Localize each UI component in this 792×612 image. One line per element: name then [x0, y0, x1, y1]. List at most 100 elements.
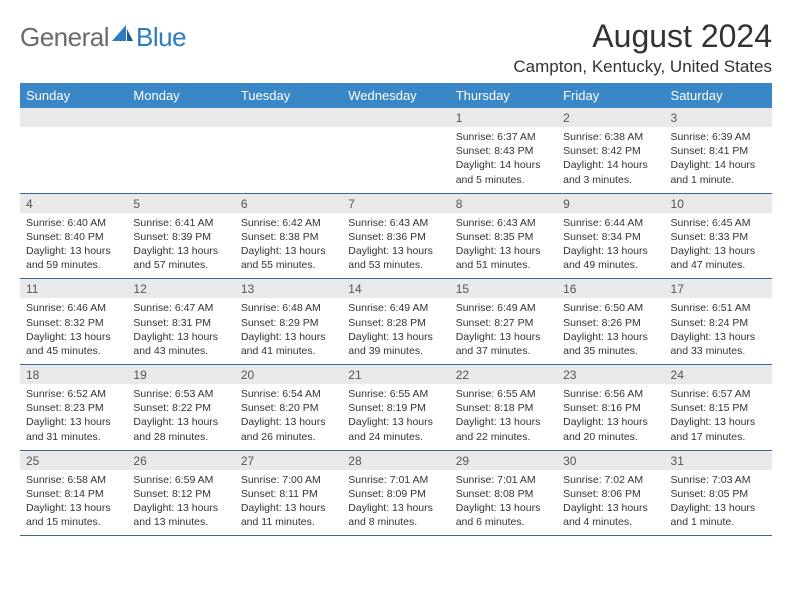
day-number-cell: 27 [235, 450, 342, 470]
sunset-text: Sunset: 8:16 PM [563, 401, 658, 415]
sunset-text: Sunset: 8:27 PM [456, 316, 551, 330]
sunrise-text: Sunrise: 6:41 AM [133, 216, 228, 230]
day-content: Sunrise: 7:03 AMSunset: 8:05 PMDaylight:… [665, 470, 772, 532]
sunrise-text: Sunrise: 6:46 AM [26, 301, 121, 315]
day-cell [127, 127, 234, 193]
daylight-text: Daylight: 13 hours and 41 minutes. [241, 330, 336, 358]
sunrise-text: Sunrise: 6:38 AM [563, 130, 658, 144]
sunrise-text: Sunrise: 7:01 AM [348, 473, 443, 487]
day-cell: Sunrise: 6:43 AMSunset: 8:35 PMDaylight:… [450, 213, 557, 279]
sunset-text: Sunset: 8:24 PM [671, 316, 766, 330]
sunset-text: Sunset: 8:36 PM [348, 230, 443, 244]
daylight-text: Daylight: 13 hours and 43 minutes. [133, 330, 228, 358]
day-cell: Sunrise: 6:38 AMSunset: 8:42 PMDaylight:… [557, 127, 664, 193]
day-cell [342, 127, 449, 193]
sunset-text: Sunset: 8:20 PM [241, 401, 336, 415]
sunset-text: Sunset: 8:42 PM [563, 144, 658, 158]
daylight-text: Daylight: 13 hours and 31 minutes. [26, 415, 121, 443]
sunset-text: Sunset: 8:32 PM [26, 316, 121, 330]
day-content: Sunrise: 6:39 AMSunset: 8:41 PMDaylight:… [665, 127, 772, 189]
location: Campton, Kentucky, United States [513, 57, 772, 77]
day-number-cell [127, 108, 234, 127]
day-cell: Sunrise: 6:47 AMSunset: 8:31 PMDaylight:… [127, 298, 234, 364]
sunrise-text: Sunrise: 7:00 AM [241, 473, 336, 487]
day-cell [235, 127, 342, 193]
daylight-text: Daylight: 13 hours and 11 minutes. [241, 501, 336, 529]
sunset-text: Sunset: 8:43 PM [456, 144, 551, 158]
day-content-row: Sunrise: 6:58 AMSunset: 8:14 PMDaylight:… [20, 470, 772, 536]
day-number-cell: 7 [342, 193, 449, 213]
day-content-row: Sunrise: 6:52 AMSunset: 8:23 PMDaylight:… [20, 384, 772, 450]
sunset-text: Sunset: 8:06 PM [563, 487, 658, 501]
day-number-cell: 18 [20, 365, 127, 385]
day-cell: Sunrise: 6:43 AMSunset: 8:36 PMDaylight:… [342, 213, 449, 279]
daylight-text: Daylight: 14 hours and 5 minutes. [456, 158, 551, 186]
day-cell: Sunrise: 7:00 AMSunset: 8:11 PMDaylight:… [235, 470, 342, 536]
day-content: Sunrise: 6:43 AMSunset: 8:35 PMDaylight:… [450, 213, 557, 275]
day-cell: Sunrise: 6:40 AMSunset: 8:40 PMDaylight:… [20, 213, 127, 279]
calendar-body: 123Sunrise: 6:37 AMSunset: 8:43 PMDaylig… [20, 108, 772, 536]
sunrise-text: Sunrise: 6:47 AM [133, 301, 228, 315]
calendar-table: SundayMondayTuesdayWednesdayThursdayFrid… [20, 83, 772, 536]
day-content: Sunrise: 6:37 AMSunset: 8:43 PMDaylight:… [450, 127, 557, 189]
title-block: August 2024 Campton, Kentucky, United St… [513, 18, 772, 77]
day-cell: Sunrise: 6:45 AMSunset: 8:33 PMDaylight:… [665, 213, 772, 279]
day-content: Sunrise: 6:40 AMSunset: 8:40 PMDaylight:… [20, 213, 127, 275]
logo-sail-icon [112, 25, 134, 43]
day-number-row: 123 [20, 108, 772, 127]
sunrise-text: Sunrise: 6:37 AM [456, 130, 551, 144]
day-number-row: 45678910 [20, 193, 772, 213]
sunrise-text: Sunrise: 6:55 AM [348, 387, 443, 401]
day-cell: Sunrise: 6:42 AMSunset: 8:38 PMDaylight:… [235, 213, 342, 279]
day-content: Sunrise: 6:53 AMSunset: 8:22 PMDaylight:… [127, 384, 234, 446]
day-cell: Sunrise: 6:52 AMSunset: 8:23 PMDaylight:… [20, 384, 127, 450]
day-content: Sunrise: 6:52 AMSunset: 8:23 PMDaylight:… [20, 384, 127, 446]
sunrise-text: Sunrise: 6:44 AM [563, 216, 658, 230]
daylight-text: Daylight: 13 hours and 39 minutes. [348, 330, 443, 358]
weekday-header: Sunday [20, 83, 127, 108]
day-content: Sunrise: 6:47 AMSunset: 8:31 PMDaylight:… [127, 298, 234, 360]
daylight-text: Daylight: 13 hours and 28 minutes. [133, 415, 228, 443]
day-content: Sunrise: 6:43 AMSunset: 8:36 PMDaylight:… [342, 213, 449, 275]
daylight-text: Daylight: 13 hours and 45 minutes. [26, 330, 121, 358]
day-number-cell: 21 [342, 365, 449, 385]
day-content: Sunrise: 7:01 AMSunset: 8:09 PMDaylight:… [342, 470, 449, 532]
day-content: Sunrise: 6:42 AMSunset: 8:38 PMDaylight:… [235, 213, 342, 275]
sunrise-text: Sunrise: 6:55 AM [456, 387, 551, 401]
sunrise-text: Sunrise: 6:43 AM [456, 216, 551, 230]
sunset-text: Sunset: 8:18 PM [456, 401, 551, 415]
sunset-text: Sunset: 8:11 PM [241, 487, 336, 501]
day-content: Sunrise: 6:59 AMSunset: 8:12 PMDaylight:… [127, 470, 234, 532]
day-number-cell: 14 [342, 279, 449, 299]
weekday-header: Saturday [665, 83, 772, 108]
day-number-cell: 26 [127, 450, 234, 470]
sunset-text: Sunset: 8:15 PM [671, 401, 766, 415]
month-title: August 2024 [513, 18, 772, 55]
day-content: Sunrise: 6:51 AMSunset: 8:24 PMDaylight:… [665, 298, 772, 360]
day-number-cell: 1 [450, 108, 557, 127]
day-number-cell: 24 [665, 365, 772, 385]
day-cell: Sunrise: 6:54 AMSunset: 8:20 PMDaylight:… [235, 384, 342, 450]
day-number-row: 25262728293031 [20, 450, 772, 470]
sunset-text: Sunset: 8:41 PM [671, 144, 766, 158]
day-number-cell [342, 108, 449, 127]
sunset-text: Sunset: 8:34 PM [563, 230, 658, 244]
day-cell: Sunrise: 6:49 AMSunset: 8:27 PMDaylight:… [450, 298, 557, 364]
day-number-cell: 15 [450, 279, 557, 299]
day-number-cell: 5 [127, 193, 234, 213]
sunrise-text: Sunrise: 6:52 AM [26, 387, 121, 401]
day-number-cell: 9 [557, 193, 664, 213]
sunset-text: Sunset: 8:40 PM [26, 230, 121, 244]
day-number-cell [20, 108, 127, 127]
sunset-text: Sunset: 8:38 PM [241, 230, 336, 244]
day-number-cell: 30 [557, 450, 664, 470]
sunset-text: Sunset: 8:22 PM [133, 401, 228, 415]
daylight-text: Daylight: 13 hours and 57 minutes. [133, 244, 228, 272]
day-number-cell: 29 [450, 450, 557, 470]
sunrise-text: Sunrise: 7:02 AM [563, 473, 658, 487]
sunset-text: Sunset: 8:08 PM [456, 487, 551, 501]
sunset-text: Sunset: 8:31 PM [133, 316, 228, 330]
daylight-text: Daylight: 13 hours and 59 minutes. [26, 244, 121, 272]
day-cell: Sunrise: 7:01 AMSunset: 8:09 PMDaylight:… [342, 470, 449, 536]
sunset-text: Sunset: 8:39 PM [133, 230, 228, 244]
